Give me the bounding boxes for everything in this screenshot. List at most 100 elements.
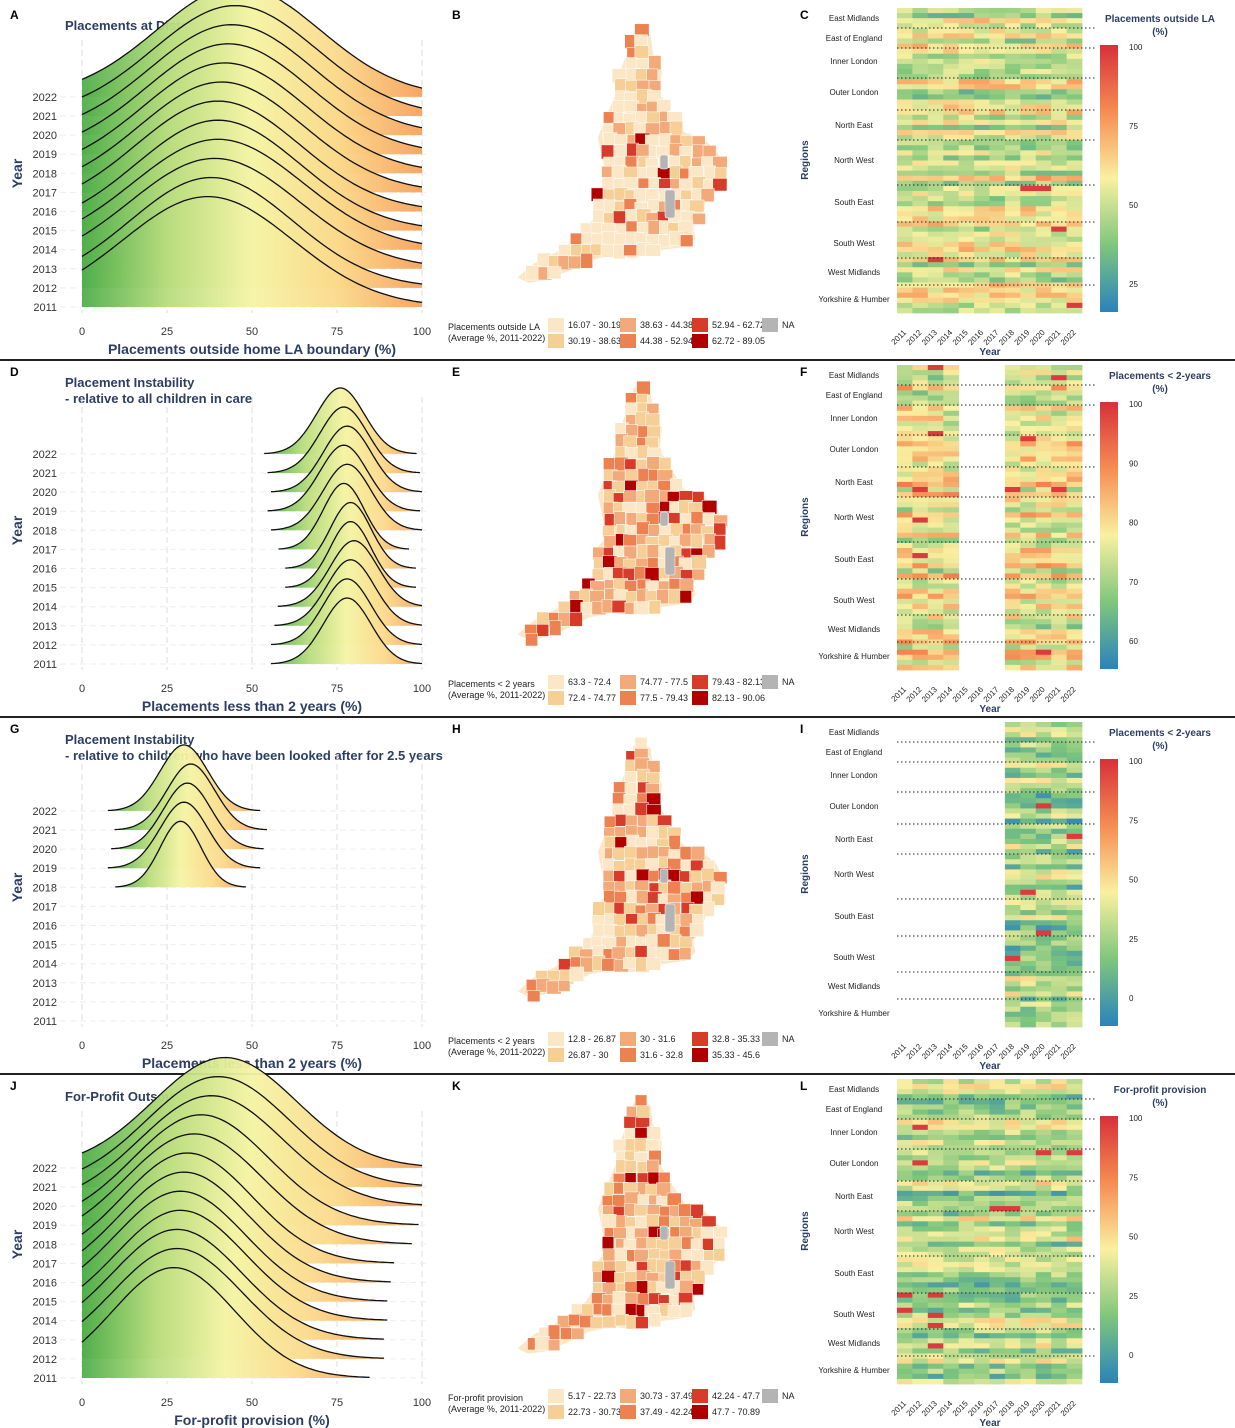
heatmap-cell — [1004, 1129, 1021, 1136]
heatmap-cell — [1066, 654, 1083, 661]
legend-swatch — [620, 1048, 636, 1062]
heatmap-cell — [989, 1124, 1006, 1131]
heatmap-cell — [989, 1119, 1006, 1126]
heatmap-cell — [897, 548, 913, 554]
heatmap-cell — [1004, 287, 1021, 294]
heatmap-cell — [897, 385, 913, 391]
heatmap-cell — [974, 1256, 990, 1263]
density-line-2014 — [277, 540, 423, 607]
heatmap-cell — [1004, 241, 1021, 248]
heatmap-cell — [989, 1109, 1006, 1115]
heatmap-cell — [897, 252, 913, 258]
heatmap-cell — [1051, 69, 1067, 75]
heatmap-cell — [1020, 833, 1037, 840]
heatmap-cell — [958, 28, 975, 34]
density-line-2022 — [264, 387, 417, 455]
heatmap-cell — [912, 619, 929, 625]
heatmap-year-label: 2021 — [1043, 1399, 1062, 1418]
heatmap-cell — [1004, 405, 1021, 412]
heatmap-cell — [1020, 130, 1037, 136]
heatmap-cell — [943, 553, 960, 559]
heatmap-cell — [1066, 1006, 1083, 1013]
heatmap-cell — [1004, 487, 1021, 493]
heatmap-cell — [943, 1185, 960, 1192]
heatmap-cell — [943, 201, 960, 207]
heatmap-cell — [1004, 74, 1021, 80]
heatmap-cell — [1004, 568, 1021, 574]
heatmap-cell — [989, 1201, 1006, 1207]
heatmap-cell — [974, 1195, 990, 1202]
heatmap-cell — [897, 512, 913, 518]
heatmap-cell — [989, 241, 1006, 248]
la-area — [667, 1236, 683, 1250]
heatmap-cell — [927, 28, 944, 34]
heatmap-cell — [1004, 793, 1021, 799]
heatmap-cell — [974, 1079, 990, 1085]
heatmap-cell — [943, 1124, 960, 1131]
heatmap-cell — [897, 1272, 913, 1278]
heatmap-cell — [1051, 1175, 1067, 1182]
heatmap-cell — [897, 1079, 913, 1085]
heatmap-cell — [989, 302, 1006, 309]
heatmap-cell — [1051, 1190, 1067, 1197]
heatmap-cell — [943, 1246, 960, 1253]
heatmap-cell — [1066, 767, 1083, 774]
y-tick-label: 2022 — [33, 1163, 57, 1175]
heatmap-cell — [943, 1094, 960, 1100]
heatmap-cell — [927, 1333, 944, 1339]
heatmap-cell — [989, 1348, 1006, 1354]
heatmap-cell — [1004, 1333, 1021, 1339]
la-area — [645, 244, 661, 257]
heatmap-cell — [974, 1317, 990, 1324]
heatmap-cell — [1035, 380, 1052, 386]
heatmap-cell — [958, 1155, 975, 1161]
heatmap-cell — [1066, 619, 1083, 625]
heatmap-cell — [974, 191, 990, 197]
heatmap-cell — [1020, 23, 1037, 29]
heatmap-cell — [927, 119, 944, 126]
heatmap-cell — [1020, 548, 1037, 554]
heatmap-cell — [1020, 226, 1037, 233]
heatmap-cell — [958, 89, 975, 95]
heatmap-cell — [1004, 1150, 1021, 1156]
heatmap-cell — [1066, 236, 1083, 243]
x-tick-label: 25 — [161, 326, 173, 338]
heatmap-cell — [1051, 925, 1067, 931]
heatmap-cell — [1004, 1079, 1021, 1085]
heatmap-cell — [1035, 481, 1052, 488]
heatmap-cell — [989, 1226, 1006, 1232]
la-area — [613, 144, 627, 158]
heatmap-year-label: 2016 — [966, 1042, 985, 1061]
heatmap-cell — [1051, 1216, 1067, 1222]
heatmap-cell — [1051, 644, 1067, 651]
heatmap-year-label: 2019 — [1013, 1399, 1032, 1418]
heatmap-cell — [912, 1226, 929, 1232]
heatmap-cell — [897, 1119, 913, 1126]
panel-letter: E — [452, 365, 460, 379]
heatmap-cell — [1035, 385, 1052, 391]
y-tick-label: 2022 — [33, 806, 57, 818]
region-label: East Midlands — [829, 14, 879, 23]
heatmap-cell — [974, 1155, 990, 1161]
heatmap-cell — [927, 410, 944, 417]
heatmap-cell — [1066, 405, 1083, 412]
heatmap-cell — [912, 74, 929, 80]
heatmap-cell — [989, 292, 1006, 299]
heatmap-cell — [989, 201, 1006, 207]
heatmap-cell — [1020, 563, 1037, 569]
heatmap-cell — [912, 563, 929, 569]
na-area — [659, 868, 669, 884]
heatmap-cell — [1004, 742, 1021, 748]
heatmap-cell — [958, 1343, 975, 1349]
heatmap-cell — [943, 145, 960, 151]
heatmap-cell — [974, 1124, 990, 1131]
heatmap-cell — [1004, 1373, 1021, 1380]
heatmap-cell — [1020, 43, 1037, 50]
y-tick-label: 2020 — [33, 130, 57, 142]
heatmap-cell — [897, 1292, 913, 1298]
heatmap-cell — [989, 1175, 1006, 1182]
heatmap-cell — [943, 1206, 960, 1212]
heatmap-cell — [897, 451, 913, 457]
heatmap-cell — [989, 23, 1006, 29]
